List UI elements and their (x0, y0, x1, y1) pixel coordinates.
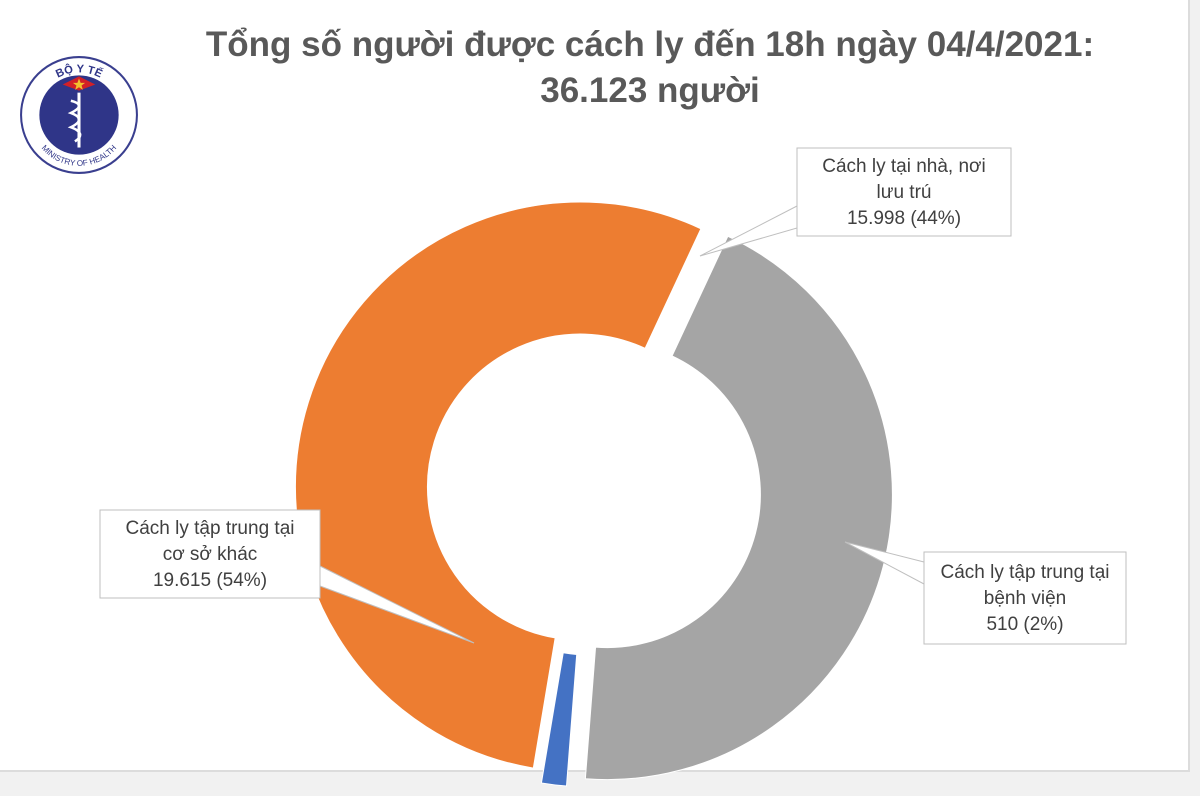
chart-title-line2: 36.123 người (540, 71, 760, 110)
slice-label-2-line-2: 19.615 (54%) (153, 570, 267, 591)
chart-title: Tổng số người được cách ly đến 18h ngày … (160, 22, 1140, 114)
donut-slice-0 (584, 235, 893, 781)
logo-text-top: BỘ Y TẾ (54, 63, 105, 81)
slice-label-1-line-0: Cách ly tập trung tại (941, 562, 1110, 583)
slice-label-1-line-1: bệnh viện (984, 588, 1066, 609)
slice-label-0-line-2: 15.998 (44%) (847, 208, 961, 229)
slice-label-2-line-0: Cách ly tập trung tại (126, 518, 295, 539)
callout-box-1 (923, 551, 1127, 645)
donut-slice-1 (540, 652, 578, 787)
callout-box-2 (99, 509, 321, 599)
slice-label-2-line-1: cơ sở khác (163, 544, 258, 565)
chart-title-line1: Tổng số người được cách ly đến 18h ngày … (205, 25, 1095, 64)
slice-label-0-line-0: Cách ly tại nhà, nơi (822, 156, 986, 177)
svg-text:BỘ Y TẾ: BỘ Y TẾ (54, 63, 105, 81)
slice-label-1-line-2: 510 (2%) (986, 614, 1063, 635)
callout-box-0 (796, 147, 1012, 237)
donut-slice-2 (294, 201, 702, 769)
ministry-of-health-emblem-icon: BỘ Y TẾ MINISTRY OF HEALTH (20, 56, 138, 174)
slice-label-0-line-1: lưu trú (877, 182, 932, 203)
